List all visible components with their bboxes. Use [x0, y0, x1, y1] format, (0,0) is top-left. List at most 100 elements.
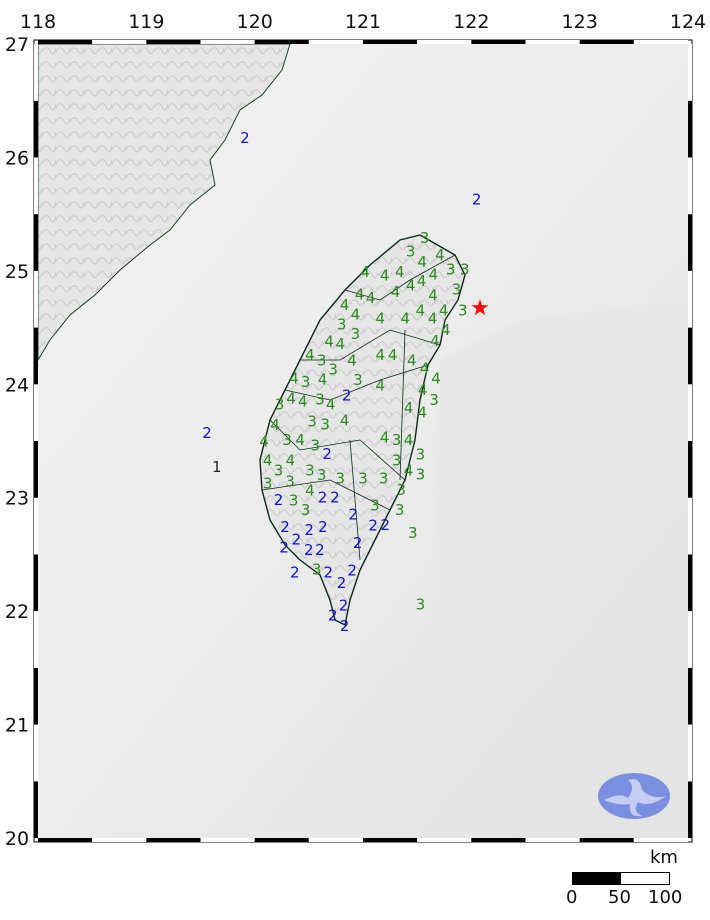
station-intensity-2: 2: [353, 534, 363, 552]
station-intensity-3: 3: [285, 472, 295, 490]
station-intensity-4: 4: [376, 310, 386, 328]
station-intensity-3: 3: [289, 491, 299, 509]
station-intensity-4: 4: [355, 286, 365, 304]
station-intensity-3: 3: [263, 474, 273, 492]
station-intensity-3: 3: [420, 229, 430, 247]
frame-segment: [688, 270, 692, 328]
frame-segment: [38, 40, 93, 44]
station-intensity-3: 3: [336, 469, 346, 487]
frame-segment: [688, 384, 692, 441]
station-intensity-2: 2: [342, 387, 352, 405]
station-intensity-2: 2: [322, 445, 332, 463]
frame-segment: [34, 667, 38, 725]
station-intensity-4: 4: [416, 302, 426, 320]
station-intensity-3: 3: [307, 413, 317, 431]
station-intensity-4: 4: [431, 370, 441, 388]
lat-tick-label: 20: [5, 828, 29, 850]
station-intensity-2: 2: [304, 521, 314, 539]
station-intensity-4: 4: [404, 462, 414, 480]
station-intensity-2: 2: [340, 617, 350, 635]
station-intensity-2: 2: [274, 491, 284, 509]
frame-segment: [146, 838, 201, 842]
station-intensity-2: 2: [347, 561, 357, 579]
frame-segment: [633, 40, 688, 44]
frame-segment: [688, 100, 692, 158]
station-intensity-4: 4: [298, 393, 308, 411]
frame-segment: [688, 327, 692, 385]
station-intensity-4: 4: [420, 359, 430, 377]
station-intensity-4: 4: [286, 452, 296, 470]
cwa-logo: [598, 773, 670, 819]
frame-segment: [579, 838, 634, 842]
frame-segment: [363, 838, 418, 842]
frame-segment: [688, 611, 692, 668]
station-intensity-3: 3: [395, 501, 405, 519]
station-intensity-2: 2: [348, 506, 358, 524]
scale-label-50: 50: [608, 887, 631, 908]
station-intensity-3: 3: [311, 437, 321, 455]
station-intensity-3: 3: [305, 462, 315, 480]
frame-segment: [34, 497, 38, 555]
lon-tick-label: 124: [670, 11, 706, 33]
lon-tick-label: 119: [128, 11, 164, 33]
station-intensity-4: 4: [391, 283, 401, 301]
station-intensity-2: 2: [368, 517, 378, 535]
station-intensity-4: 4: [376, 376, 386, 394]
scale-label-0: 0: [566, 887, 578, 908]
lon-tick-label: 123: [562, 11, 598, 33]
station-intensity-3: 3: [452, 280, 462, 298]
station-intensity-4: 4: [407, 352, 417, 370]
station-intensity-2: 2: [318, 518, 328, 536]
frame-segment: [34, 44, 38, 101]
frame-segment: [688, 441, 692, 498]
frame-segment: [34, 441, 38, 498]
lon-tick-label: 122: [453, 11, 489, 33]
station-intensity-3: 3: [328, 361, 338, 379]
station-intensity-4: 4: [435, 246, 445, 264]
station-intensity-4: 4: [418, 381, 428, 399]
station-intensity-4: 4: [360, 263, 370, 281]
station-intensity-3: 3: [320, 415, 330, 433]
lat-tick-label: 27: [5, 34, 29, 56]
station-intensity-4: 4: [270, 416, 280, 434]
station-intensity-3: 3: [460, 261, 470, 279]
station-intensity-2: 2: [324, 564, 334, 582]
scale-unit: km: [650, 847, 678, 868]
station-intensity-4: 4: [263, 451, 273, 469]
station-intensity-3: 3: [416, 446, 426, 464]
station-intensity-4: 4: [295, 431, 305, 449]
frame-segment: [633, 838, 688, 842]
frame-segment: [200, 40, 255, 44]
station-intensity-3: 3: [429, 391, 439, 409]
mainland-land: [37, 43, 291, 362]
station-intensity-4: 4: [286, 390, 296, 408]
frame-segment: [34, 100, 38, 158]
station-intensity-4: 4: [380, 266, 390, 284]
lat-tick-label: 22: [5, 601, 29, 623]
station-intensity-4: 4: [388, 346, 398, 364]
frame-segment: [308, 40, 363, 44]
station-intensity-2: 2: [280, 518, 290, 536]
lon-tick-label: 118: [20, 11, 56, 33]
station-intensity-3: 3: [358, 469, 368, 487]
frame-segment: [363, 40, 418, 44]
station-intensity-4: 4: [428, 286, 438, 304]
station-intensity-4: 4: [289, 370, 299, 388]
station-intensity-3: 3: [416, 595, 426, 613]
station-intensity-3: 3: [379, 469, 389, 487]
station-intensity-4: 4: [430, 332, 440, 350]
epicenter-star-icon: ★: [470, 296, 490, 321]
frame-segment: [38, 838, 93, 842]
lon-tick-label: 121: [345, 11, 381, 33]
station-intensity-2: 2: [240, 129, 250, 147]
ridge-relief: [430, 300, 690, 700]
frame-segment: [34, 270, 38, 328]
frame-segment: [34, 384, 38, 441]
frame-segment: [525, 40, 580, 44]
map-frame: [33, 39, 693, 843]
station-intensity-4: 4: [428, 310, 438, 328]
station-intensity-4: 4: [418, 253, 428, 271]
